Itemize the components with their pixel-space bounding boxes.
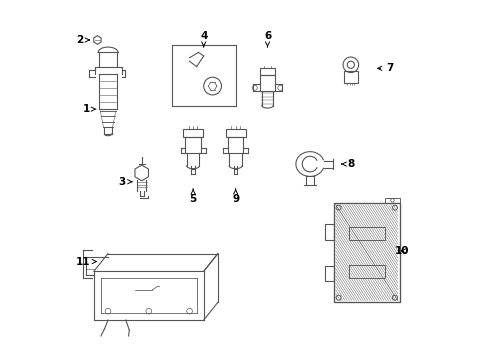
Text: 4: 4 [200, 31, 207, 47]
Text: 1: 1 [83, 104, 96, 114]
Text: 9: 9 [232, 189, 239, 204]
Text: 8: 8 [341, 159, 354, 169]
Text: 7: 7 [377, 63, 393, 73]
Text: 10: 10 [394, 246, 408, 256]
Text: 11: 11 [76, 257, 96, 266]
Text: 5: 5 [189, 189, 196, 204]
Polygon shape [348, 228, 384, 240]
Text: 3: 3 [119, 177, 132, 187]
Polygon shape [348, 265, 384, 278]
Text: 2: 2 [76, 35, 89, 45]
Text: 6: 6 [264, 31, 271, 47]
